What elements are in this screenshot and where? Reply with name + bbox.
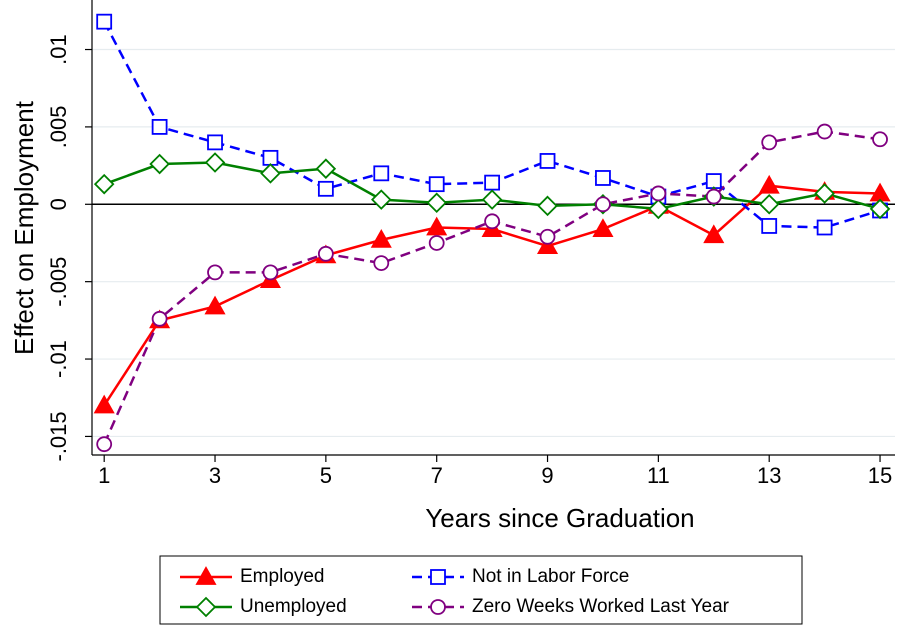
marker — [207, 264, 223, 281]
marker — [317, 245, 334, 262]
marker — [262, 149, 279, 166]
marker — [648, 198, 669, 220]
marker — [151, 310, 168, 327]
marker — [539, 228, 556, 245]
legend-label: Zero Weeks Worked Last Year — [472, 596, 730, 617]
x-tick-label: 7 — [431, 463, 443, 488]
marker — [758, 174, 780, 194]
marker — [703, 224, 725, 244]
x-tick-label: 11 — [647, 463, 670, 488]
marker — [816, 123, 833, 140]
marker — [761, 134, 778, 151]
x-tick-label: 13 — [757, 463, 781, 488]
y-axis-title: Effect on Employment — [9, 100, 39, 355]
marker — [484, 213, 501, 230]
marker — [705, 173, 722, 189]
legend-box — [159, 555, 803, 625]
marker — [96, 13, 113, 30]
legend-marker — [195, 596, 217, 618]
marker — [595, 196, 611, 213]
marker — [481, 189, 503, 210]
marker — [428, 235, 445, 251]
marker — [428, 176, 445, 193]
x-tick-label: 15 — [868, 463, 892, 488]
marker — [207, 134, 223, 151]
marker — [260, 163, 281, 184]
marker — [371, 189, 392, 210]
marker — [869, 198, 891, 220]
y-tick-label: .005 — [46, 105, 71, 148]
legend-marker — [195, 566, 217, 585]
y-tick-label: -.005 — [46, 257, 71, 307]
legend-label: Employed — [240, 566, 325, 587]
marker — [595, 170, 611, 186]
marker — [262, 264, 279, 281]
marker — [650, 185, 667, 202]
x-tick-label: 1 — [98, 463, 110, 488]
marker — [426, 216, 448, 236]
marker — [536, 235, 559, 254]
legend-marker — [430, 569, 446, 585]
y-tick-label: -.015 — [46, 411, 71, 461]
marker — [370, 229, 392, 248]
marker — [761, 218, 778, 234]
marker — [204, 295, 226, 315]
marker — [315, 158, 337, 179]
marker — [373, 255, 390, 271]
legend-label: Not in Labor Force — [472, 566, 629, 587]
marker — [758, 194, 780, 215]
y-tick-label: .01 — [46, 34, 71, 65]
marker — [426, 192, 447, 214]
x-tick-label: 5 — [320, 463, 332, 488]
marker — [537, 195, 558, 217]
marker — [96, 436, 113, 453]
marker — [539, 153, 556, 169]
x-tick-label: 9 — [541, 463, 553, 488]
marker — [592, 218, 614, 237]
x-tick-label: 3 — [209, 463, 221, 488]
marker — [484, 174, 501, 191]
marker — [872, 131, 888, 148]
marker — [705, 188, 722, 205]
marker — [93, 173, 115, 195]
marker — [317, 180, 334, 197]
legend-label: Unemployed — [240, 596, 347, 617]
marker — [151, 119, 168, 135]
legend-marker — [430, 599, 446, 615]
marker — [814, 183, 835, 204]
marker — [149, 153, 170, 175]
marker — [816, 219, 833, 236]
marker — [373, 165, 390, 182]
x-axis-title: Years since Graduation — [425, 503, 694, 533]
y-tick-label: -.01 — [46, 340, 71, 378]
marker — [204, 152, 226, 173]
y-tick-label: 0 — [46, 198, 71, 210]
marker — [93, 394, 115, 414]
